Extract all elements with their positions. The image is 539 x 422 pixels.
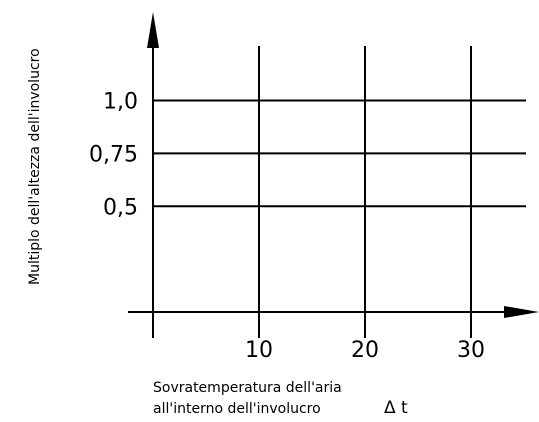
x-tick-label-0: 10	[245, 338, 273, 363]
x-axis-arrow	[504, 306, 539, 318]
x-tick-labels: 10 20 30	[245, 338, 485, 363]
y-axis-label: Multiplo dell'altezza dell'involucro	[27, 48, 43, 285]
vertical-gridlines	[258, 46, 472, 338]
x-axis-label-line-2: all'interno dell'involucro	[153, 401, 321, 417]
y-tick-labels: 0,5 0,75 1,0	[89, 90, 138, 221]
y-tick-label-1: 0,75	[89, 142, 138, 167]
x-axis-symbol: Δ t	[384, 398, 408, 418]
x-tick-label-2: 30	[457, 338, 485, 363]
x-tick-label-1: 20	[351, 338, 379, 363]
x-axis-label-line-1: Sovratemperatura dell'aria	[153, 380, 342, 396]
y-axis-arrow	[147, 12, 159, 48]
y-tick-label-2: 1,0	[103, 90, 138, 115]
horizontal-gridlines	[153, 99, 526, 208]
y-tick-label-0: 0,5	[103, 195, 138, 220]
